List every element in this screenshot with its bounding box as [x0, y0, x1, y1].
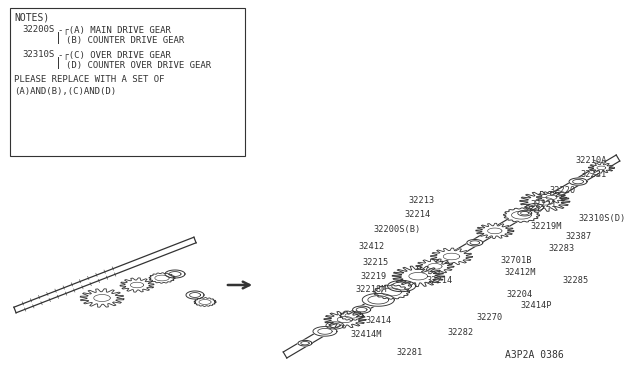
Text: 32213: 32213 [408, 196, 435, 205]
Text: 32214: 32214 [404, 210, 430, 219]
Polygon shape [189, 292, 200, 298]
Polygon shape [298, 340, 312, 346]
Polygon shape [362, 294, 394, 306]
Polygon shape [392, 266, 444, 286]
Polygon shape [526, 203, 544, 211]
Text: 32200S(B): 32200S(B) [373, 225, 420, 234]
Text: 32270: 32270 [476, 313, 502, 322]
Polygon shape [388, 280, 415, 292]
Text: 32215: 32215 [362, 258, 388, 267]
Text: -┌(C) OVER DRIVE GEAR: -┌(C) OVER DRIVE GEAR [58, 50, 171, 59]
Polygon shape [476, 223, 514, 238]
Text: NOTES): NOTES) [14, 12, 49, 22]
Bar [10, 8, 245, 156]
Polygon shape [301, 341, 309, 345]
Polygon shape [520, 191, 570, 211]
Text: 32200S: 32200S [22, 25, 54, 34]
Text: -┌(A) MAIN DRIVE GEAR: -┌(A) MAIN DRIVE GEAR [58, 25, 171, 34]
Polygon shape [392, 282, 412, 290]
Polygon shape [340, 311, 364, 320]
Polygon shape [165, 270, 185, 278]
Text: 32310S: 32310S [22, 50, 54, 59]
Polygon shape [588, 163, 614, 173]
Text: (A)AND(B),(C)AND(D): (A)AND(B),(C)AND(D) [14, 87, 116, 96]
Text: 32210A: 32210A [575, 156, 607, 165]
Polygon shape [504, 208, 540, 222]
Text: 32387: 32387 [565, 232, 591, 241]
Polygon shape [573, 179, 584, 184]
Text: 32285: 32285 [562, 276, 588, 285]
Polygon shape [529, 205, 540, 209]
Text: 32214: 32214 [426, 276, 452, 285]
Text: 32310S(D): 32310S(D) [578, 214, 625, 223]
Polygon shape [368, 296, 388, 304]
Polygon shape [536, 192, 566, 203]
Text: 32219: 32219 [360, 272, 387, 281]
Text: 32412: 32412 [358, 242, 384, 251]
Text: 32282: 32282 [447, 328, 473, 337]
Text: 32281: 32281 [396, 348, 422, 357]
Text: 32231: 32231 [580, 170, 606, 179]
Polygon shape [194, 298, 216, 307]
Polygon shape [324, 311, 366, 328]
Polygon shape [330, 323, 340, 328]
Polygon shape [374, 285, 410, 299]
Text: 32221: 32221 [530, 200, 556, 209]
Text: (D) COUNTER OVER DRIVE GEAR: (D) COUNTER OVER DRIVE GEAR [66, 61, 211, 70]
Polygon shape [186, 291, 204, 299]
Polygon shape [149, 273, 175, 283]
Text: 32204: 32204 [506, 290, 532, 299]
Text: 32412M: 32412M [504, 268, 536, 277]
Polygon shape [169, 272, 181, 276]
Text: 32414: 32414 [365, 316, 391, 325]
Polygon shape [431, 248, 472, 265]
Text: 32283: 32283 [548, 244, 574, 253]
Text: 32414M: 32414M [350, 330, 381, 339]
Polygon shape [416, 259, 454, 274]
Text: A3P2A 0386: A3P2A 0386 [505, 350, 564, 360]
Polygon shape [569, 178, 587, 185]
Polygon shape [353, 306, 371, 313]
Text: 32219M: 32219M [530, 222, 561, 231]
Polygon shape [520, 211, 529, 215]
Polygon shape [313, 327, 337, 336]
Text: PLEASE REPLACE WITH A SET OF: PLEASE REPLACE WITH A SET OF [14, 75, 164, 84]
Polygon shape [318, 328, 332, 334]
Polygon shape [356, 308, 367, 312]
Polygon shape [120, 278, 154, 292]
Text: 32218M: 32218M [355, 285, 387, 294]
Polygon shape [470, 241, 479, 245]
Polygon shape [467, 240, 483, 246]
Text: 32220: 32220 [549, 186, 575, 195]
Text: (B) COUNTER DRIVE GEAR: (B) COUNTER DRIVE GEAR [66, 36, 184, 45]
Polygon shape [80, 289, 124, 307]
Text: 32701B: 32701B [500, 256, 531, 265]
Polygon shape [518, 210, 532, 216]
Polygon shape [326, 322, 344, 329]
Text: 32414P: 32414P [520, 301, 552, 310]
